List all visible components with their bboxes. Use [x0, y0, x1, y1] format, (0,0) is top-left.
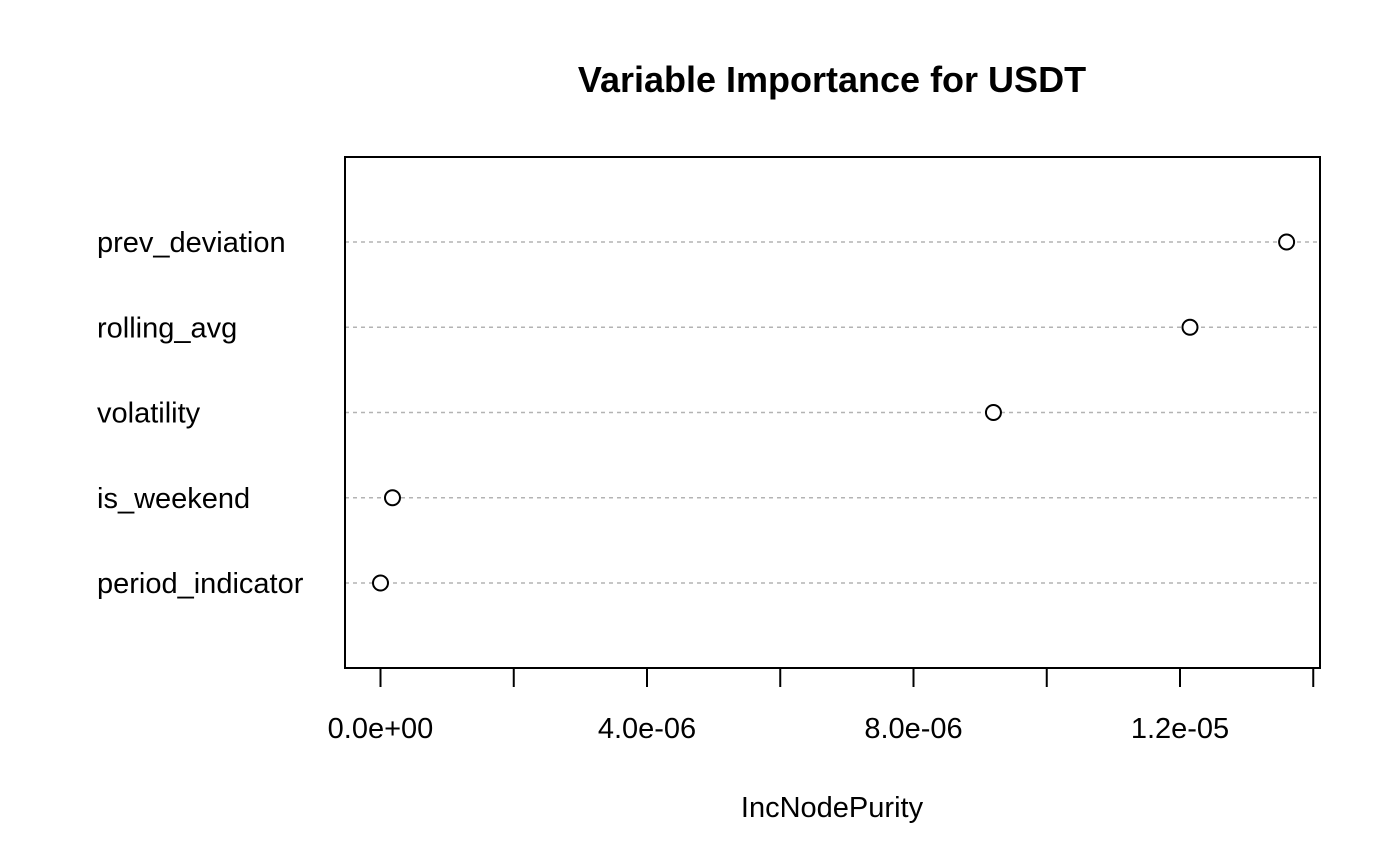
- category-labels: prev_deviation rolling_avg volatility is_we…: [97, 227, 304, 600]
- data-point-prev-deviation: [1278, 233, 1296, 251]
- data-point-rolling-avg: [1181, 318, 1199, 336]
- data-point-volatility: [984, 404, 1002, 421]
- category-label: volatility: [97, 398, 201, 430]
- x-tick-label: 0.0e+00: [328, 713, 434, 745]
- dot-guide-lines: [345, 241, 1320, 584]
- plot-frame: [344, 156, 1321, 669]
- category-label: prev_deviation: [97, 227, 286, 259]
- data-points: [372, 233, 1296, 592]
- x-axis-ticks: [379, 668, 1315, 687]
- data-point-period-indicator: [372, 574, 389, 592]
- x-axis-label: IncNodePurity: [741, 792, 924, 824]
- x-tick-label: 4.0e-06: [598, 713, 696, 745]
- chart-title: Variable Importance for USDT: [578, 59, 1086, 100]
- category-label: period_indicator: [97, 568, 304, 600]
- x-tick-label: 8.0e-06: [864, 713, 962, 745]
- x-tick-label: 1.2e-05: [1131, 713, 1229, 745]
- data-point-is-weekend: [383, 489, 401, 507]
- x-axis-tick-labels: 0.0e+00 4.0e-06 8.0e-06 1.2e-05: [328, 713, 1230, 745]
- category-label: is_weekend: [97, 483, 250, 515]
- category-label: rolling_avg: [97, 312, 237, 344]
